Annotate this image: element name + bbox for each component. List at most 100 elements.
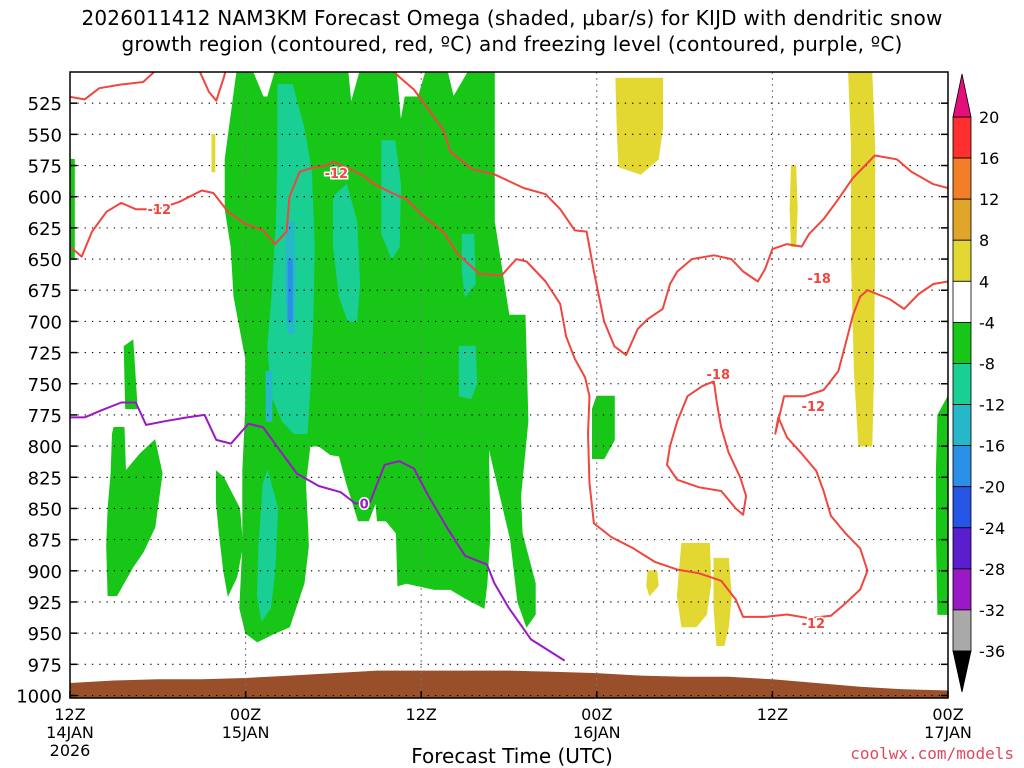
colorbar-label-3: 8: [979, 231, 989, 250]
colorbar-label-2: 12: [979, 190, 999, 209]
colorbar-label-0: 20: [979, 108, 999, 127]
omega-region-2-4: [458, 345, 478, 400]
y-tick-label-925: 925: [28, 593, 62, 614]
colorbar-label-12: -32: [979, 601, 1005, 620]
y-tick-label-900: 900: [28, 562, 62, 583]
x-tick-label-12-1: 15JAN: [222, 723, 270, 742]
y-tick-label-525: 525: [28, 94, 62, 115]
omega-region-2-0: [256, 469, 279, 622]
contour-layer: -12 -12 -18 -18 -12 -12 0: [70, 72, 948, 662]
contour-label-3: -18: [707, 368, 731, 383]
y-tick-label-775: 775: [28, 406, 62, 427]
y-tick-label-950: 950: [28, 624, 62, 645]
colorbar-top-arrow: [952, 73, 972, 118]
y-tick-label-725: 725: [28, 344, 62, 365]
omega-region-0-5: [646, 570, 659, 597]
terrain-fill: [70, 670, 948, 698]
colorbar-label-1: 16: [979, 149, 999, 168]
x-tick-label-0-2: 2026: [50, 741, 91, 760]
colorbar-label-7: -12: [979, 396, 1005, 415]
y-tick-label-650: 650: [28, 250, 62, 271]
colorbar-segment-6: [952, 363, 972, 405]
y-tick-label-975: 975: [28, 655, 62, 676]
colorbar-label-6: -8: [979, 354, 995, 373]
colorbar-segment-7: [952, 404, 972, 447]
y-tick-label-850: 850: [28, 499, 62, 520]
colorbar-segment-4: [952, 280, 972, 323]
omega-region-0-4: [789, 165, 798, 248]
colorbar-label-13: -36: [979, 642, 1005, 661]
colorbar-label-4: 4: [979, 272, 989, 291]
contour-label-6: 0: [360, 497, 369, 512]
omega-region-3-1: [265, 370, 273, 422]
omega-region-1-2: [123, 339, 138, 410]
colorbar-segment-3: [952, 239, 972, 282]
y-tick-label-1000: 1000: [16, 687, 62, 708]
colorbar-segment-8: [952, 445, 972, 488]
x-tick-label-36-0: 00Z: [581, 705, 612, 724]
chart-title-line2: growth region (contoured, red, ºC) and f…: [121, 32, 903, 56]
y-tick-label-875: 875: [28, 531, 62, 552]
dendritic-contour-1: [70, 160, 948, 620]
colorbar-segment-11: [952, 568, 972, 611]
x-tick-label-0-1: 14JAN: [46, 723, 94, 742]
y-tick-label-800: 800: [28, 437, 62, 458]
grid-layer: [70, 72, 948, 698]
omega-region-1-1: [106, 426, 163, 597]
contour-label-5: -12: [802, 617, 826, 632]
omega-region-0-2: [676, 543, 712, 628]
x-tick-label-12-0: 00Z: [230, 705, 261, 724]
x-tick-label-60-1: 17JAN: [924, 723, 972, 742]
colorbar-segment-0: [952, 116, 972, 159]
y-tick-label-825: 825: [28, 468, 62, 489]
colorbar-bottom-arrow: [952, 650, 972, 693]
y-tick-label-600: 600: [28, 188, 62, 209]
omega-region-1-6: [935, 396, 948, 615]
contour-label-4: -12: [802, 400, 826, 415]
contour-label-2: -18: [807, 272, 831, 287]
omega-region-1-3: [215, 470, 244, 598]
colorbar-label-5: -4: [979, 313, 995, 332]
source-credit: coolwx.com/models: [850, 744, 1014, 763]
omega-region-0-1: [848, 72, 876, 447]
x-tick-label-0-0: 12Z: [54, 705, 85, 724]
y-tick-label-750: 750: [28, 375, 62, 396]
chart-title-line1: 2026011412 NAM3KM Forecast Omega (shaded…: [81, 6, 943, 30]
x-tick-label-36-1: 16JAN: [573, 723, 621, 742]
y-tick-label-700: 700: [28, 312, 62, 333]
y-tick-label-675: 675: [28, 281, 62, 302]
contour-label-0: -12: [148, 203, 172, 218]
terrain-layer: [70, 670, 948, 698]
colorbar-label-11: -28: [979, 560, 1005, 579]
y-tick-label-550: 550: [28, 125, 62, 146]
y-tick-label-575: 575: [28, 157, 62, 178]
omega-region-0-6: [211, 133, 216, 173]
y-tick-label-625: 625: [28, 219, 62, 240]
colorbar-segment-9: [952, 486, 972, 529]
freezing-level-contour: [70, 401, 566, 662]
colorbar-label-10: -24: [979, 519, 1005, 538]
colorbar-segment-5: [952, 321, 972, 364]
x-tick-label-24-0: 12Z: [406, 705, 437, 724]
contour-label-1: -12: [325, 167, 349, 182]
colorbar-segment-2: [952, 198, 972, 241]
plot-frame: [69, 71, 949, 699]
omega-region-2-2: [332, 183, 361, 322]
x-tick-label-48-0: 12Z: [757, 705, 788, 724]
omega-region-2-3: [381, 140, 402, 260]
omega-colorbar: 20 16 12 8 4 -4 -8 -12 -16 -20 -24 -28 -32 -36: [952, 73, 1005, 693]
x-axis-title: Forecast Time (UTC): [411, 744, 613, 768]
colorbar-segment-1: [952, 157, 972, 200]
omega-region-0-0: [615, 77, 664, 175]
dendritic-contour-0: [70, 72, 948, 357]
colorbar-label-9: -20: [979, 478, 1005, 497]
colorbar-segment-12: [952, 609, 972, 652]
x-tick-label-60-0: 00Z: [932, 705, 963, 724]
colorbar-label-8: -16: [979, 437, 1005, 456]
dendritic-contour-2: [666, 380, 748, 516]
colorbar-segment-10: [952, 527, 972, 570]
omega-shading-layer: [70, 72, 948, 646]
